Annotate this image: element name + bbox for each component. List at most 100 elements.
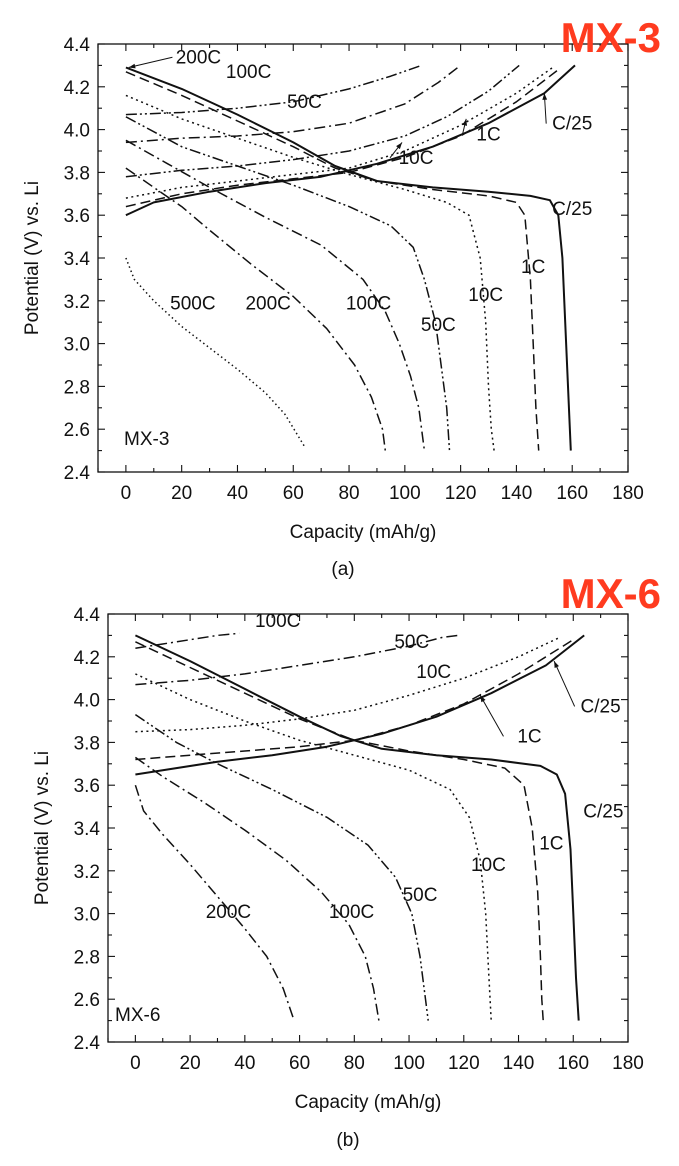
y-tick-label: 2.8 (64, 377, 90, 398)
y-tick-label: 2.4 (74, 1033, 101, 1054)
x-tick-label: 0 (121, 483, 132, 504)
sample-label: MX-3 (124, 429, 169, 450)
curve-label: 100C (226, 62, 271, 83)
series-10c-charge (135, 636, 560, 733)
series-500c-discharge (125, 257, 306, 447)
series-10c-discharge (125, 94, 495, 451)
y-tick-label: 4.0 (64, 121, 90, 142)
series-c-25-discharge (134, 634, 580, 1021)
series-100c-discharge (125, 139, 426, 451)
y-tick-label: 3.2 (64, 292, 90, 313)
curve-label: C/25 (581, 696, 621, 717)
curve-label: 50C (287, 92, 322, 113)
series-200c-charge (125, 64, 422, 116)
curve-label: C/25 (552, 199, 592, 220)
x-axis-title: Capacity (mAh/g) (290, 522, 437, 543)
panel-b: 0 20 40 60 80 100 120 140 160 180 2.4 2.6 2.8 3.0 3.2 3… (32, 570, 661, 1151)
curve-label: 10C (468, 285, 503, 306)
annotation-arrowhead (480, 695, 486, 703)
x-tick-label: 140 (503, 1053, 535, 1074)
y-tick-label: 2.4 (64, 463, 91, 484)
series-50c-charge (135, 634, 459, 686)
curve-label: 10C (416, 662, 451, 683)
plot-frame (97, 43, 629, 473)
y-tick-label: 4.2 (64, 78, 90, 99)
series-1c-charge (135, 639, 574, 761)
sample-badge: MX-3 (561, 14, 661, 61)
annotation-arrowhead (128, 63, 136, 69)
series-100c-charge (135, 632, 240, 649)
curve-label: 50C (403, 885, 438, 906)
x-axis-title: Capacity (mAh/g) (295, 1092, 442, 1113)
curve-label: 10C (471, 855, 506, 876)
x-tick-label: 60 (289, 1053, 310, 1074)
annotation-arrowhead (396, 142, 403, 150)
y-axis-title: Potential (V) vs. Li (22, 181, 43, 335)
y-tick-label: 3.4 (64, 249, 91, 270)
curve-label: 50C (421, 315, 456, 336)
x-tick-label: 40 (227, 483, 248, 504)
y-tick-label: 4.4 (64, 35, 91, 56)
x-tick-label: 40 (234, 1053, 255, 1074)
x-tick-label: 160 (556, 483, 588, 504)
series-10c-discharge (135, 673, 492, 1021)
x-tick-label: 60 (283, 483, 304, 504)
curve-label: 100C (329, 902, 374, 923)
y-tick-label: 3.2 (74, 862, 100, 883)
x-tick-label: 180 (612, 1053, 644, 1074)
series-1c-charge (125, 69, 559, 208)
y-tick-label: 3.6 (74, 776, 100, 797)
x-tick-label: 80 (344, 1053, 365, 1074)
x-tick-label: 140 (501, 483, 533, 504)
x-tick-label: 120 (448, 1053, 480, 1074)
series-50c-charge (125, 64, 520, 178)
x-tick-label: 20 (180, 1053, 201, 1074)
sample-label: MX-6 (115, 1005, 160, 1026)
series-50c-discharge (125, 116, 451, 451)
annotation-arrowhead (554, 661, 560, 669)
panel-a: 0 20 40 60 80 100 120 140 160 180 2.4 2.6 2.8 3.0 3.2 3… (22, 14, 661, 580)
panel-caption: (a) (331, 559, 354, 580)
curve-label: C/25 (552, 114, 592, 135)
series-100c-charge (125, 66, 459, 144)
curve-label: 100C (346, 293, 391, 314)
y-tick-label: 3.0 (74, 905, 100, 926)
curve-label: 200C (176, 47, 221, 68)
y-tick-label: 2.8 (74, 947, 100, 968)
curve-label: 200C (245, 293, 290, 314)
annotation-arrow (553, 660, 576, 707)
panel-caption: (b) (336, 1130, 359, 1151)
curve-label: 50C (394, 632, 429, 653)
y-axis-title: Potential (V) vs. Li (32, 751, 53, 905)
series-100c-discharge (134, 756, 380, 1021)
y-tick-label: 3.8 (64, 163, 90, 184)
curve-label: 1C (517, 726, 541, 747)
curve-label: 500C (170, 293, 215, 314)
series-c-25-charge (125, 64, 576, 217)
curve-label: 1C (476, 124, 500, 145)
x-tick-label: 80 (338, 483, 359, 504)
curve-label: 1C (521, 257, 545, 278)
curve-label: 10C (399, 148, 434, 169)
series-50c-discharge (134, 713, 429, 1021)
y-tick-label: 2.6 (74, 990, 100, 1011)
annotation-arrow (479, 695, 504, 737)
y-tick-label: 3.8 (74, 733, 100, 754)
annotation-arrowhead (542, 93, 548, 100)
x-tick-label: 100 (393, 1053, 425, 1074)
sample-badge: MX-6 (561, 570, 661, 617)
annotation-arrow (128, 56, 173, 69)
x-tick-label: 100 (389, 483, 421, 504)
curve-label: 200C (206, 902, 251, 923)
x-tick-label: 180 (612, 483, 644, 504)
y-tick-label: 4.4 (74, 605, 101, 626)
y-tick-label: 3.4 (74, 819, 101, 840)
curve-label: 1C (539, 833, 563, 854)
y-tick-label: 4.2 (74, 648, 100, 669)
y-tick-label: 2.6 (64, 420, 90, 441)
series-200c-discharge (134, 784, 295, 1021)
x-tick-label: 20 (171, 483, 192, 504)
y-tick-label: 3.0 (64, 335, 90, 356)
curve-label: C/25 (583, 801, 623, 822)
